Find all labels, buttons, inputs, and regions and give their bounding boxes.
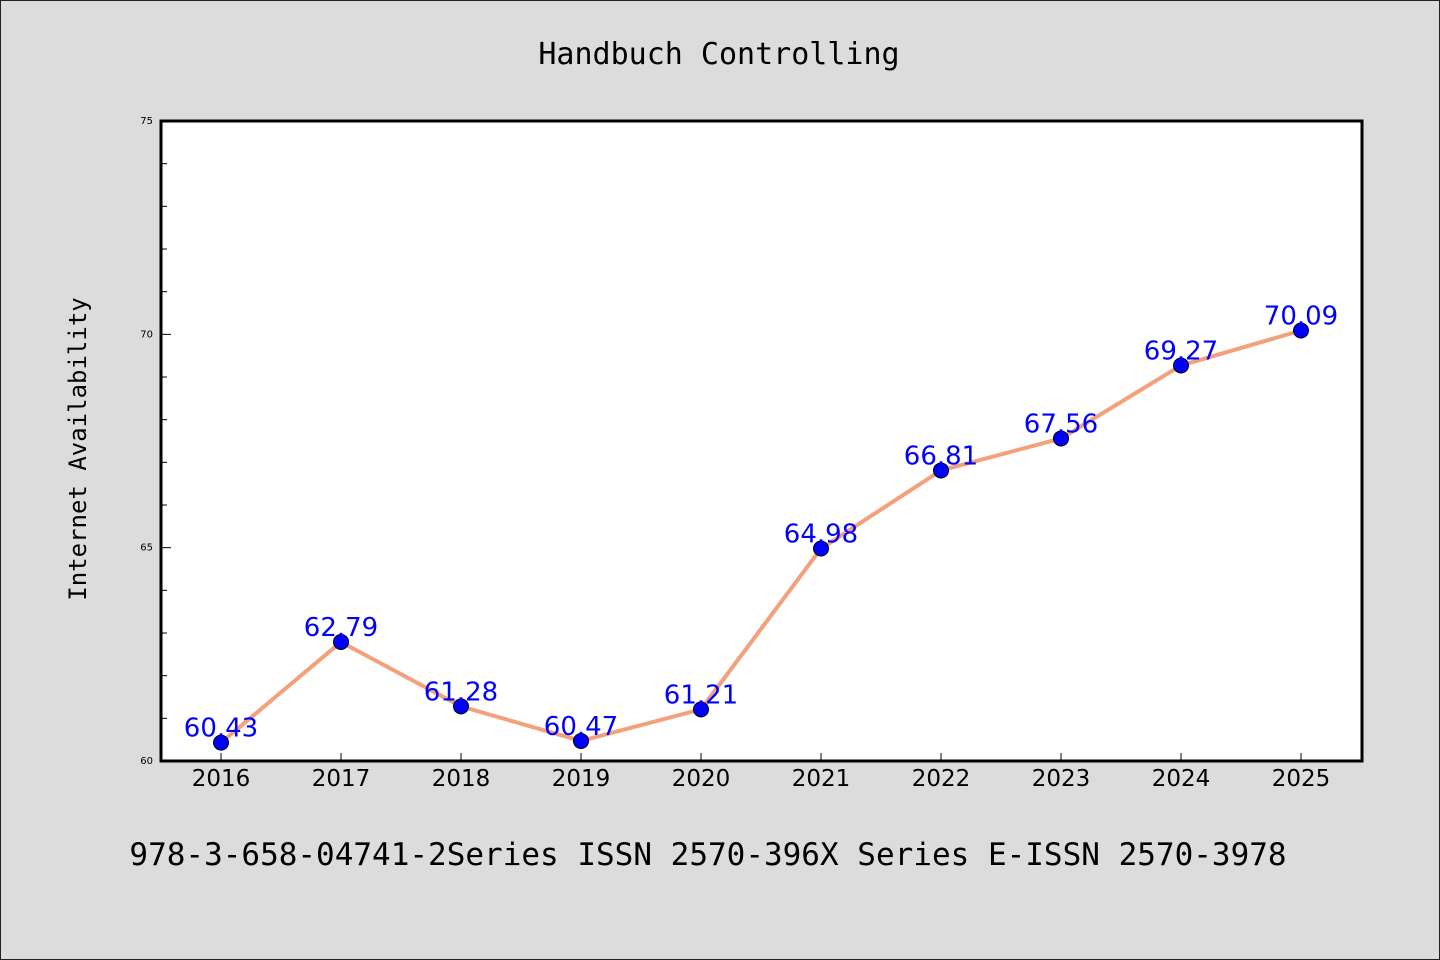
y-tick-label: 70 bbox=[140, 329, 153, 340]
x-axis-ticks: 2016 2017 2018 2019 2020 2021 2022 2023 2024 2025 bbox=[192, 753, 1331, 792]
y-tick-label: 75 bbox=[140, 116, 153, 127]
data-point bbox=[813, 540, 829, 557]
x-tick-label: 2024 bbox=[1152, 766, 1211, 792]
y-tick-label: 65 bbox=[140, 543, 153, 554]
data-label: 69.27 bbox=[1144, 336, 1218, 366]
y-axis-ticks: 60 65 70 75 bbox=[140, 116, 171, 767]
data-series: 60.43 62.79 61.28 60.47 61.21 64.98 66.81 67.56… bbox=[184, 301, 1338, 751]
x-tick-label: 2022 bbox=[912, 766, 971, 792]
data-label: 60.47 bbox=[544, 712, 618, 742]
data-label: 61.28 bbox=[424, 677, 498, 707]
y-axis-label: Internet Availability bbox=[64, 297, 92, 600]
x-tick-label: 2016 bbox=[192, 766, 251, 792]
data-point bbox=[453, 698, 469, 715]
data-label: 64.98 bbox=[784, 520, 858, 550]
x-tick-label: 2023 bbox=[1032, 766, 1091, 792]
data-point bbox=[693, 701, 709, 718]
footer-note: 978-3-658-04741-2Series ISSN 2570-396X S… bbox=[129, 837, 1286, 873]
data-point bbox=[1173, 357, 1189, 374]
plot-area bbox=[159, 119, 1364, 763]
y-tick-label: 60 bbox=[140, 756, 153, 767]
data-label: 60.43 bbox=[184, 714, 258, 744]
series-line bbox=[219, 328, 1303, 745]
x-tick-label: 2020 bbox=[672, 766, 731, 792]
x-tick-label: 2017 bbox=[312, 766, 371, 792]
data-label: 66.81 bbox=[904, 441, 978, 471]
data-point bbox=[1293, 322, 1309, 339]
data-point bbox=[333, 633, 349, 650]
x-tick-label: 2025 bbox=[1272, 766, 1331, 792]
x-tick-label: 2019 bbox=[552, 766, 611, 792]
x-tick-label: 2018 bbox=[432, 766, 491, 792]
data-label: 70.09 bbox=[1264, 301, 1338, 331]
data-point bbox=[1053, 430, 1069, 447]
data-label: 67.56 bbox=[1024, 409, 1098, 439]
data-point bbox=[573, 732, 589, 749]
chart-title: Handbuch Controlling bbox=[538, 37, 899, 72]
x-tick-label: 2021 bbox=[792, 766, 851, 792]
data-label: 61.21 bbox=[664, 680, 738, 710]
data-label: 62.79 bbox=[304, 613, 378, 643]
data-point bbox=[933, 462, 949, 479]
data-point bbox=[213, 734, 229, 751]
